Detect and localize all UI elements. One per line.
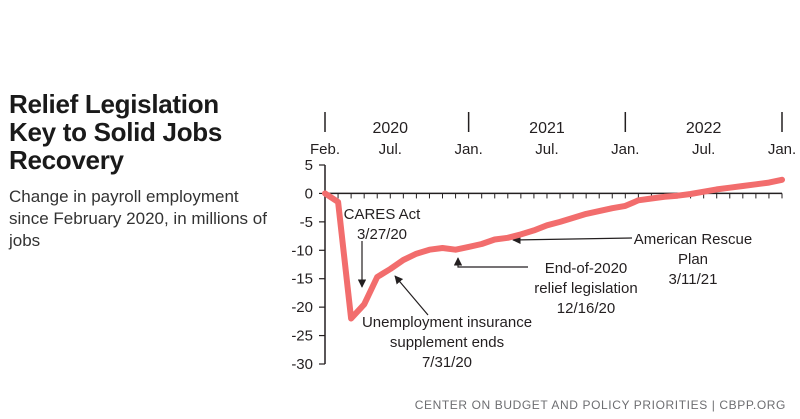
y-tick-label: 0	[305, 185, 313, 202]
data-point	[648, 195, 655, 202]
data-point	[583, 211, 589, 217]
y-tick-label: -20	[291, 299, 313, 316]
x-tick-label: Jul.	[379, 141, 402, 158]
data-point	[531, 227, 537, 233]
data-point	[740, 183, 746, 189]
annotations: CARES Act 3/27/20 Unemployment insurance su…	[344, 206, 753, 371]
data-point	[505, 235, 511, 241]
annotation-line: 3/11/21	[669, 271, 718, 288]
annotation-arrow	[394, 275, 429, 316]
y-tick-label: -10	[291, 242, 313, 259]
data-point	[361, 301, 367, 307]
data-point	[322, 190, 328, 197]
data-point	[753, 181, 759, 187]
annotation-line: End-of-2020	[545, 260, 628, 277]
annotation-line: 12/16/20	[557, 300, 615, 317]
data-point	[387, 266, 393, 272]
y-tick-label: -25	[291, 328, 313, 345]
x-tick-label: Jan.	[454, 141, 482, 158]
y-axis: 5 0 -5 -10 -15 -20 -25 -30	[291, 157, 326, 373]
x-tick-label: Jul.	[692, 141, 715, 158]
y-tick-label: -5	[300, 214, 313, 231]
y-tick-label: -30	[291, 356, 313, 373]
data-point	[374, 274, 380, 280]
data-point	[466, 244, 472, 250]
data-point	[348, 315, 354, 322]
annotation-arrow	[453, 257, 528, 268]
y-tick-label: -15	[291, 271, 313, 288]
data-point	[492, 236, 498, 243]
annotation-line: CARES Act	[344, 206, 422, 223]
time-axis: 2020 2021 2022 Feb. Jul. Jan. Jul. Jan. Jul. Jan.	[310, 112, 796, 199]
data-point	[635, 197, 641, 203]
data-point	[439, 245, 446, 251]
data-point	[766, 180, 772, 186]
data-point	[727, 185, 733, 191]
source-credit: CENTER ON BUDGET AND POLICY PRIORITIES |…	[414, 398, 786, 412]
data-point	[779, 177, 785, 183]
data-point	[570, 215, 576, 221]
data-point	[335, 199, 341, 205]
x-tick-label: Jan.	[611, 141, 639, 158]
data-point	[714, 186, 720, 193]
series-layer	[322, 176, 785, 322]
data-point	[609, 205, 615, 211]
data-point	[544, 222, 550, 228]
x-tick-label: Jul.	[535, 141, 558, 158]
year-label: 2022	[686, 120, 722, 137]
year-label: 2020	[372, 120, 408, 137]
data-point	[701, 189, 707, 195]
data-point	[479, 241, 485, 247]
data-point	[518, 231, 524, 237]
year-label: 2021	[529, 120, 565, 137]
annotation-line: American Rescue	[634, 231, 752, 248]
annotation-arrow	[512, 235, 633, 245]
annotation-label: CARES Act 3/27/20	[344, 206, 422, 243]
data-point	[400, 257, 406, 263]
annotation-line: Unemployment insurance	[362, 314, 532, 331]
annotation-line: relief legislation	[534, 280, 637, 297]
x-tick-label: Feb.	[310, 141, 340, 158]
data-point	[557, 219, 563, 225]
annotation-line: Plan	[678, 251, 708, 268]
data-point	[426, 247, 433, 253]
data-point	[622, 203, 628, 209]
y-tick-label: 5	[305, 157, 313, 174]
data-point	[688, 191, 694, 197]
chart-subtitle: Change in payroll employment since Febru…	[9, 187, 267, 250]
annotation-label: Unemployment insurance supplement ends 7/3…	[362, 314, 532, 371]
x-tick-label: Jan.	[768, 141, 796, 158]
annotation-line: 7/31/20	[422, 354, 472, 371]
annotation-label: End-of-2020 relief legislation 12/16/20	[534, 260, 637, 317]
annotation-line: supplement ends	[390, 334, 504, 351]
data-point	[674, 193, 681, 199]
annotation-label: American Rescue Plan 3/11/21	[634, 231, 752, 288]
data-point	[452, 247, 459, 253]
chart-title: Relief Legislation Key to Solid Jobs Rec…	[9, 89, 223, 175]
data-point	[596, 208, 602, 214]
series-line	[322, 176, 785, 322]
data-point	[661, 194, 668, 200]
annotation-line: 3/27/20	[357, 226, 407, 243]
data-point	[413, 251, 419, 257]
